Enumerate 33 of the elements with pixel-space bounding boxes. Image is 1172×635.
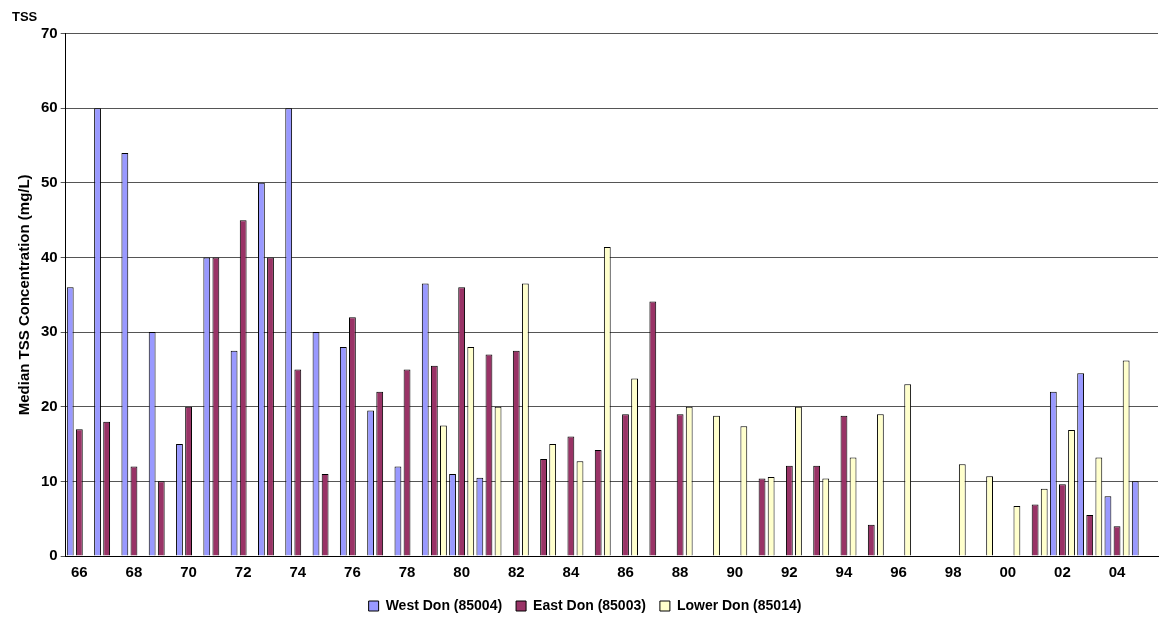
x-tick-label: 92 [781, 563, 798, 581]
legend-label: West Don (85004) [385, 596, 503, 613]
y-axis-title: Median TSS Concentration (mg/L) [15, 174, 33, 416]
y-tick-label: 40 [41, 247, 58, 265]
x-tick-label: 86 [617, 563, 634, 581]
y-tick-label: 60 [41, 98, 58, 116]
x-tick-label: 80 [453, 563, 470, 581]
x-tick-label: 76 [344, 563, 361, 581]
x-tick-label: 84 [562, 563, 580, 581]
x-tick-label: 96 [890, 563, 907, 581]
x-tick-label: 00 [999, 563, 1017, 581]
x-tick-label: 88 [671, 563, 689, 581]
legend-label: Lower Don (85014) [676, 596, 802, 613]
x-tick-label: 68 [125, 563, 143, 581]
y-tick-label: 30 [41, 322, 58, 340]
x-tick-label: 90 [726, 563, 744, 581]
y-tick-label: 10 [41, 471, 58, 489]
x-tick-label: 82 [507, 563, 525, 581]
x-tick-label: 66 [70, 563, 88, 581]
x-tick-label: 94 [835, 563, 853, 581]
chart-title: TSS [12, 9, 38, 25]
x-tick-label: 78 [398, 563, 416, 581]
legend-label: East Don (85003) [533, 596, 646, 613]
y-tick-label: 70 [41, 23, 58, 41]
y-tick-label: 20 [41, 396, 58, 414]
y-tick-label: 0 [49, 546, 58, 564]
y-tick-label: 50 [41, 173, 58, 190]
x-tick-label: 70 [180, 563, 197, 581]
x-tick-label: 72 [234, 563, 252, 581]
x-tick-label: 98 [944, 563, 962, 581]
x-tick-label: 04 [1108, 563, 1127, 581]
x-tick-label: 74 [289, 563, 307, 581]
x-tick-label: 02 [1054, 563, 1071, 581]
